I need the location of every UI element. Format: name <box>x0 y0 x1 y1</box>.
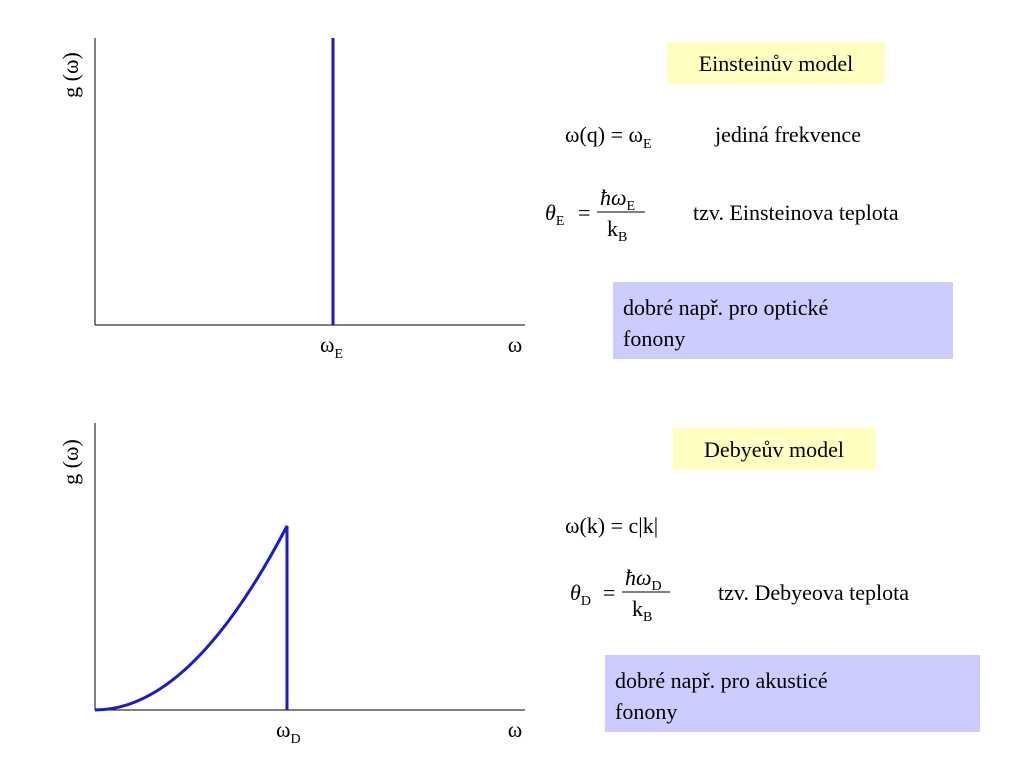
y-axis-label: g (ω) <box>58 439 83 485</box>
dispersion-note: jediná frekvence <box>714 122 861 147</box>
symbol: θ <box>545 200 556 225</box>
temperature-formula: θD = ħωD kB <box>570 565 670 625</box>
subscript: E <box>334 347 343 362</box>
debye-plot: g (ω) ω ωD <box>58 423 525 747</box>
title-box <box>673 428 876 470</box>
denominator: kB <box>632 596 652 625</box>
remark-line: dobré např. pro akusticé <box>615 668 828 693</box>
remark-line: fonony <box>615 699 677 724</box>
numerator: ħωD <box>625 565 662 594</box>
numerator-main: ħω <box>625 565 652 590</box>
denominator: kB <box>607 216 627 245</box>
temperature-note: tzv. Einsteinova teplota <box>693 200 899 225</box>
symbol: θ <box>570 580 581 605</box>
frequency-label: ωD <box>276 717 301 747</box>
y-axis-label: g (ω) <box>58 52 83 98</box>
x-axis-label: ω <box>508 717 522 742</box>
theta: θE <box>545 200 564 229</box>
model-title: Einsteinův model <box>699 51 854 76</box>
lhs: ω(q) = ω <box>565 122 643 147</box>
remark-line: dobré např. pro optické <box>623 295 828 320</box>
denominator-sub: B <box>643 610 652 625</box>
equals: = <box>603 580 615 605</box>
equals: = <box>578 200 590 225</box>
subscript: D <box>290 732 300 747</box>
denominator-main: k <box>607 216 618 241</box>
symbol: ω <box>276 717 290 742</box>
numerator-sub: E <box>627 199 636 214</box>
dispersion: ω(q) = ωE <box>565 122 652 152</box>
temperature-note: tzv. Debyeova teplota <box>718 580 909 605</box>
einstein-plot: g (ω) ω ωE <box>58 38 525 362</box>
title-box <box>667 42 885 84</box>
model-title: Debyeův model <box>704 437 844 462</box>
subscript: E <box>556 214 565 229</box>
remark-box <box>613 282 953 359</box>
x-axis-label: ω <box>508 332 522 357</box>
symbol: ω <box>320 332 334 357</box>
dispersion: ω(k) = c|k| <box>565 513 658 538</box>
denominator-main: k <box>632 596 643 621</box>
temperature-formula: θE = ħωE kB <box>545 185 645 245</box>
density-curve <box>94 525 289 712</box>
remark-box <box>605 655 980 732</box>
theta: θD <box>570 580 591 609</box>
subscript: E <box>643 137 652 152</box>
remark-line: fonony <box>623 326 685 351</box>
subscript: D <box>581 594 591 609</box>
numerator-main: ħω <box>600 185 627 210</box>
numerator: ħωE <box>600 185 635 214</box>
denominator-sub: B <box>618 230 627 245</box>
frequency-label: ωE <box>320 332 343 362</box>
numerator-sub: D <box>652 579 662 594</box>
